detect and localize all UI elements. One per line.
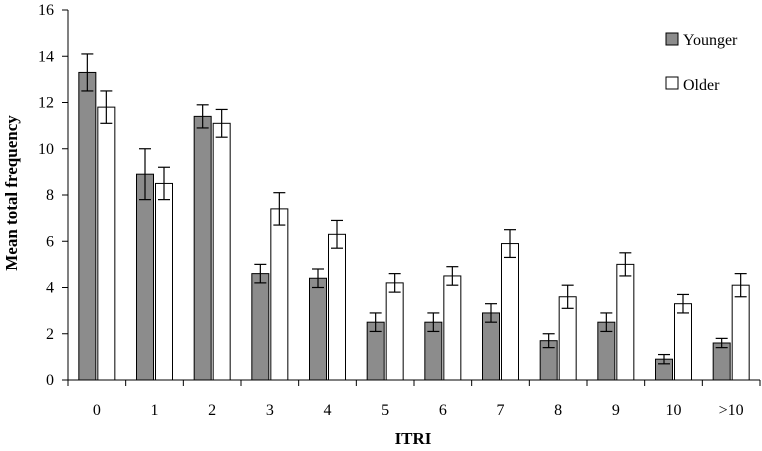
bar-older-11	[731, 284, 750, 381]
x-tick-label: 1	[151, 402, 159, 419]
bar-older-10	[674, 303, 692, 381]
y-tick-label: 16	[38, 2, 54, 19]
bar-older-2	[212, 122, 231, 381]
x-tick-label: 0	[93, 402, 101, 419]
bar-older-3	[270, 208, 289, 381]
y-tick-label: 0	[46, 372, 54, 389]
x-tick-label: 2	[208, 402, 216, 419]
x-tick-label: 10	[666, 402, 682, 419]
x-axis-ticks: 0 1 2 3 4 5 6 7 8 9 10 >10	[67, 380, 761, 419]
bar-younger-1	[136, 173, 154, 381]
y-tick-label: 6	[46, 233, 54, 250]
y-axis-title: Mean total frequency	[2, 115, 21, 271]
bar-older-4	[328, 233, 346, 381]
y-tick-label: 14	[38, 48, 54, 65]
y-axis-ticks: 0 2 4 6 8 10 12 14 16	[38, 2, 68, 389]
bar-younger-7	[482, 312, 500, 381]
bar-older-8	[558, 296, 577, 381]
bar-younger-0	[78, 71, 97, 381]
bar-older-7	[501, 243, 519, 381]
error-bars	[81, 53, 747, 365]
y-tick-label: 8	[46, 187, 54, 204]
bar-older-1	[155, 182, 173, 381]
x-tick-label: 6	[439, 402, 447, 419]
x-tick-label: 9	[612, 402, 620, 419]
y-tick-label: 10	[38, 141, 54, 158]
legend-swatch-older	[665, 76, 679, 90]
bar-younger-4	[309, 277, 327, 381]
bar-older-6	[443, 275, 462, 381]
y-tick-label: 2	[46, 326, 54, 343]
y-tick-label: 12	[38, 95, 54, 112]
bar-younger-3	[251, 273, 270, 381]
x-tick-label: 5	[381, 402, 389, 419]
bar-younger-11	[712, 342, 731, 381]
x-tick-label: >10	[719, 402, 744, 419]
bars	[78, 71, 750, 381]
x-tick-label: 8	[554, 402, 562, 419]
x-axis-title: ITRI	[395, 429, 432, 448]
legend-swatch-younger	[665, 32, 679, 46]
x-tick-label: 4	[324, 402, 332, 419]
legend-label-older: Older	[683, 77, 720, 94]
bar-older-9	[616, 263, 635, 381]
bar-younger-2	[193, 115, 212, 381]
legend-label-younger: Younger	[683, 32, 738, 49]
x-tick-label: 3	[266, 402, 274, 419]
bar-older-5	[385, 282, 404, 381]
y-tick-label: 4	[46, 280, 54, 297]
bar-older-0	[97, 106, 116, 381]
legend: Younger Older	[665, 32, 738, 94]
x-tick-label: 7	[497, 402, 505, 419]
